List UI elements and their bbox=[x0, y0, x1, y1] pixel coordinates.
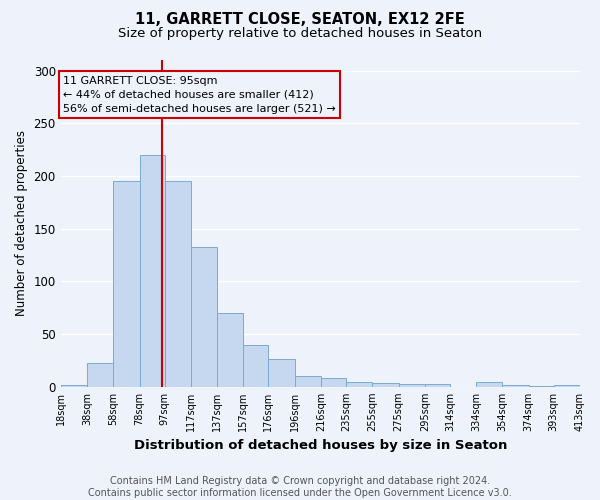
Y-axis label: Number of detached properties: Number of detached properties bbox=[15, 130, 28, 316]
Bar bbox=[217, 313, 244, 387]
Bar bbox=[529, 386, 554, 387]
Bar bbox=[295, 376, 321, 387]
Text: 11 GARRETT CLOSE: 95sqm
← 44% of detached houses are smaller (412)
56% of semi-d: 11 GARRETT CLOSE: 95sqm ← 44% of detache… bbox=[63, 76, 336, 114]
Bar bbox=[140, 155, 164, 387]
Bar bbox=[476, 382, 502, 387]
Bar bbox=[164, 181, 191, 387]
X-axis label: Distribution of detached houses by size in Seaton: Distribution of detached houses by size … bbox=[134, 440, 507, 452]
Text: Size of property relative to detached houses in Seaton: Size of property relative to detached ho… bbox=[118, 28, 482, 40]
Bar bbox=[113, 181, 140, 387]
Bar bbox=[321, 378, 346, 387]
Bar bbox=[372, 382, 398, 387]
Bar bbox=[244, 344, 268, 387]
Bar bbox=[191, 246, 217, 387]
Bar bbox=[61, 384, 87, 387]
Bar bbox=[554, 384, 580, 387]
Bar bbox=[87, 362, 113, 387]
Text: Contains HM Land Registry data © Crown copyright and database right 2024.
Contai: Contains HM Land Registry data © Crown c… bbox=[88, 476, 512, 498]
Bar bbox=[268, 360, 295, 387]
Bar bbox=[398, 384, 425, 387]
Bar bbox=[502, 384, 529, 387]
Text: 11, GARRETT CLOSE, SEATON, EX12 2FE: 11, GARRETT CLOSE, SEATON, EX12 2FE bbox=[135, 12, 465, 28]
Bar bbox=[425, 384, 450, 387]
Bar bbox=[346, 382, 372, 387]
